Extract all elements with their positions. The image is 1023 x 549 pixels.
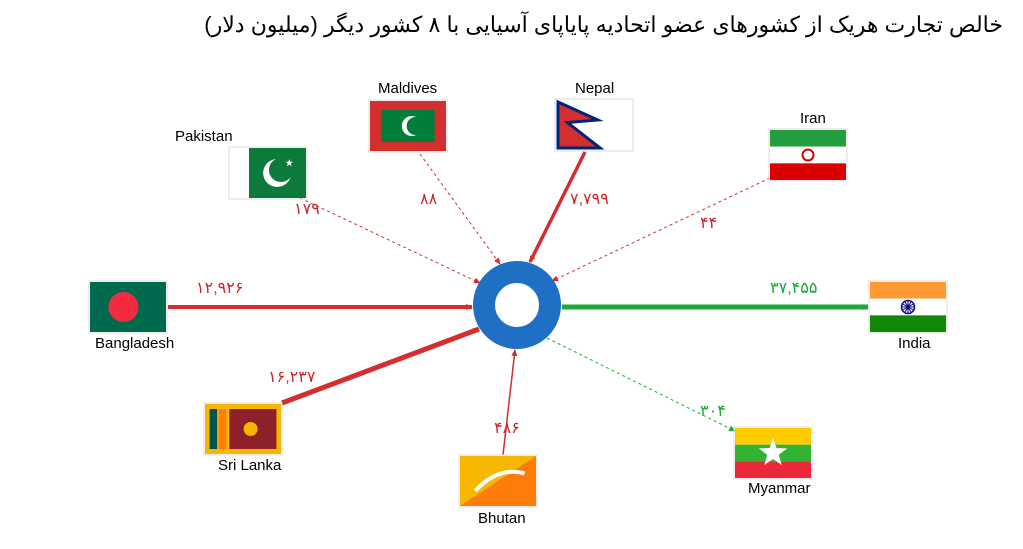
flag-pakistan [229,147,307,199]
country-label-india: India [898,335,931,352]
flag-bhutan [459,455,537,507]
arrow-srilanka [282,329,479,403]
country-label-srilanka: Sri Lanka [218,457,281,474]
value-label-myanmar: ۳۰۴ [700,401,726,421]
country-label-nepal: Nepal [575,80,614,97]
country-label-pakistan: Pakistan [175,128,233,145]
flag-nepal [555,99,633,151]
arrow-bhutan [503,350,515,455]
flag-maldives [369,100,447,152]
flag-srilanka [204,403,282,455]
country-label-bangladesh: Bangladesh [95,335,174,352]
value-label-india: ۳۷,۴۵۵ [770,278,817,298]
arrow-maldives [420,154,500,264]
flag-iran [769,129,847,181]
country-label-maldives: Maldives [378,80,437,97]
value-label-srilanka: ۱۶,۲۳۷ [268,367,315,387]
value-label-bangladesh: ۱۲,۹۲۶ [196,278,243,298]
flag-myanmar [734,427,812,479]
country-label-myanmar: Myanmar [748,480,811,497]
value-label-bhutan: ۴۸۶ [494,418,520,438]
arrow-pakistan [300,198,480,283]
country-label-iran: Iran [800,110,826,127]
value-label-nepal: ۷,۷۹۹ [570,189,609,209]
value-label-iran: ۴۴ [700,213,717,233]
flag-india [869,281,947,333]
value-label-maldives: ۸۸ [420,189,437,209]
value-label-pakistan: ۱۷۹ [294,199,320,219]
flag-bangladesh [89,281,167,333]
diagram-canvas [0,0,1023,549]
hub-ring [484,272,550,338]
country-label-bhutan: Bhutan [478,510,526,527]
